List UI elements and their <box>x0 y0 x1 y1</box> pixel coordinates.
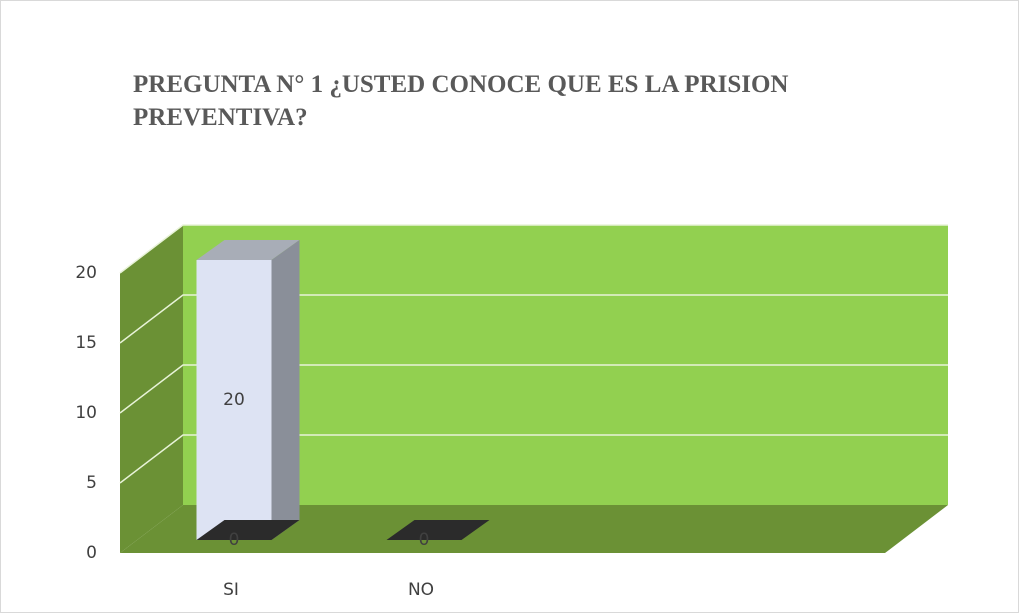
bar <box>196 520 300 540</box>
y-tick-label: 0 <box>86 543 97 563</box>
y-tick-label: 10 <box>75 403 97 423</box>
y-tick-label: 20 <box>75 263 97 283</box>
grid-line <box>119 224 948 274</box>
y-tick-label: 15 <box>75 333 97 353</box>
data-label: 20 <box>223 390 245 410</box>
bar-top <box>196 240 300 260</box>
bar-top <box>196 520 300 540</box>
plot: 0 5 10 15 20 SI 20 0 NO 0 <box>75 224 948 600</box>
grid-line <box>119 294 948 344</box>
data-label: 0 <box>229 530 240 550</box>
floor <box>120 505 948 553</box>
grid-line <box>119 434 948 484</box>
bar-front <box>196 260 272 540</box>
data-label: 0 <box>419 530 430 550</box>
y-tick-label: 5 <box>86 473 97 493</box>
grid-line <box>119 364 948 414</box>
bar-top <box>386 520 490 540</box>
bar <box>196 240 300 540</box>
x-tick-label: SI <box>223 580 239 600</box>
bar <box>386 520 490 540</box>
title-line: PREGUNTA N° 1 ¿USTED CONOCE QUE ES LA PR… <box>133 71 788 98</box>
bar-side <box>271 240 300 540</box>
chart-title: PREGUNTA N° 1 ¿USTED CONOCE QUE ES LA PR… <box>133 71 788 131</box>
title-line: PREVENTIVA? <box>133 104 308 131</box>
x-tick-label: NO <box>408 580 434 600</box>
